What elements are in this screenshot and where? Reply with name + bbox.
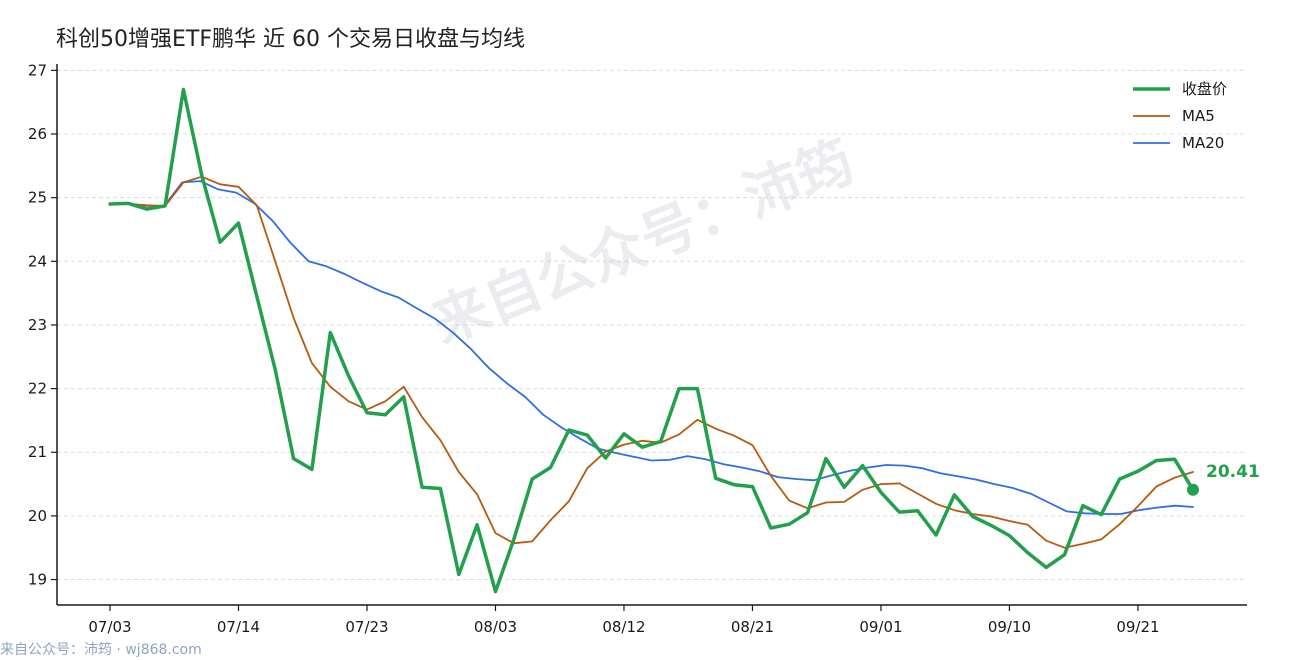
y-tick-label: 27 bbox=[28, 61, 47, 79]
y-tick-label: 19 bbox=[28, 571, 47, 589]
footer-source-text: 来自公众号：沛筠 · wj868.com bbox=[0, 641, 202, 658]
y-tick-label: 25 bbox=[28, 189, 47, 207]
last-value-label: 20.41 bbox=[1206, 462, 1260, 482]
y-axis-ticks: 19 20 21 22 23 24 25 26 27 bbox=[28, 61, 57, 589]
x-tick-label: 08/21 bbox=[731, 618, 774, 636]
x-tick-label: 07/03 bbox=[88, 618, 131, 636]
x-tick-label: 09/21 bbox=[1116, 618, 1159, 636]
series-lines bbox=[108, 87, 1195, 594]
y-tick-label: 20 bbox=[28, 507, 47, 525]
chart-title: 科创50增强ETF鹏华 近 60 个交易日收盘与均线 bbox=[56, 27, 525, 52]
ma20-line bbox=[109, 180, 1194, 515]
x-tick-label: 09/10 bbox=[988, 618, 1031, 636]
x-tick-label: 09/01 bbox=[859, 618, 902, 636]
watermark-text: 来自公众号：沛筠 bbox=[423, 129, 863, 357]
close-price-line bbox=[108, 87, 1195, 594]
legend: 收盘价 MA5 MA20 bbox=[1133, 80, 1227, 152]
x-tick-label: 07/14 bbox=[217, 618, 260, 636]
x-tick-label: 08/12 bbox=[602, 618, 645, 636]
y-tick-label: 24 bbox=[28, 252, 47, 270]
last-point: 20.41 bbox=[1187, 462, 1260, 496]
y-tick-label: 22 bbox=[28, 380, 47, 398]
x-tick-label: 07/23 bbox=[345, 618, 388, 636]
legend-label-ma20: MA20 bbox=[1182, 134, 1224, 152]
legend-label-close: 收盘价 bbox=[1182, 80, 1227, 98]
y-tick-label: 26 bbox=[28, 125, 47, 143]
y-tick-label: 23 bbox=[28, 316, 47, 334]
last-point-marker bbox=[1187, 483, 1199, 496]
ma5-line bbox=[109, 175, 1194, 549]
legend-label-ma5: MA5 bbox=[1182, 107, 1215, 125]
gridlines bbox=[57, 69, 1247, 581]
x-axis-ticks: 07/03 07/14 07/23 08/03 08/12 08/21 09/01 09/10… bbox=[88, 605, 1160, 636]
x-tick-label: 08/03 bbox=[474, 618, 517, 636]
y-tick-label: 21 bbox=[28, 443, 47, 461]
